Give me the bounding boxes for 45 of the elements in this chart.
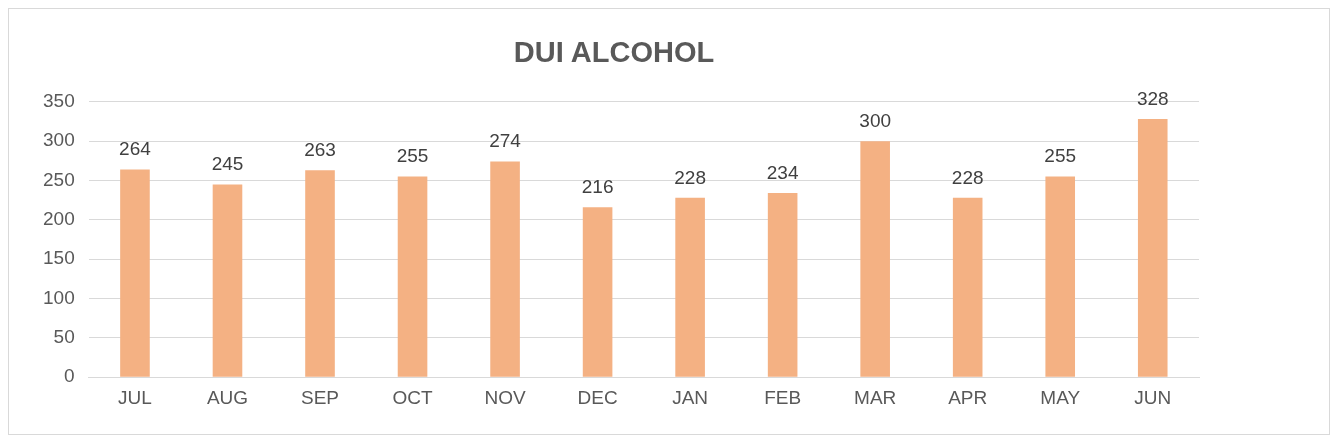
x-tick-label: MAR: [854, 386, 897, 408]
data-label: 300: [859, 109, 892, 131]
x-tick-label: FEB: [764, 386, 802, 408]
data-label: 328: [1136, 87, 1169, 109]
y-tick-label: 0: [64, 365, 75, 387]
data-label: 255: [1044, 145, 1077, 167]
bar: [305, 170, 335, 377]
x-tick-label: DEC: [577, 386, 618, 408]
bar: [582, 207, 613, 377]
x-tick-label: JUN: [1134, 386, 1172, 408]
bar: [1137, 119, 1168, 377]
data-label: 264: [119, 138, 152, 160]
x-tick-label: SEP: [301, 386, 340, 408]
chart-title: DUI ALCOHOL: [513, 36, 715, 69]
data-label: 263: [304, 138, 336, 160]
y-tick-label: 150: [43, 247, 75, 269]
x-tick-label: APR: [948, 386, 988, 408]
bar: [212, 184, 243, 377]
bar: [860, 141, 890, 377]
x-tick-label: OCT: [392, 386, 433, 408]
bar: [1045, 176, 1076, 377]
x-tick-label: NOV: [484, 386, 526, 408]
bar: [767, 193, 798, 377]
data-label: 255: [396, 145, 429, 167]
x-tick-label: MAY: [1040, 386, 1081, 408]
data-label: 216: [581, 175, 614, 197]
data-label: 234: [766, 161, 799, 183]
data-label: 274: [489, 130, 522, 152]
y-tick-label: 200: [43, 208, 75, 230]
y-tick-label: 50: [53, 326, 75, 348]
y-tick-label: 250: [43, 168, 75, 190]
bar: [120, 169, 150, 377]
bar: [952, 197, 983, 377]
data-label: 228: [674, 166, 706, 188]
bar: [397, 176, 428, 377]
y-tick-label: 100: [43, 286, 75, 308]
data-label: 245: [211, 153, 244, 175]
x-tick-label: JUL: [118, 386, 152, 408]
data-label: 228: [951, 166, 984, 188]
x-tick-label: AUG: [206, 386, 249, 408]
x-tick-label: JAN: [672, 386, 709, 408]
bar: [675, 197, 705, 377]
y-tick-label: 350: [43, 90, 75, 112]
y-tick-label: 300: [43, 129, 75, 151]
bar: [490, 161, 520, 377]
